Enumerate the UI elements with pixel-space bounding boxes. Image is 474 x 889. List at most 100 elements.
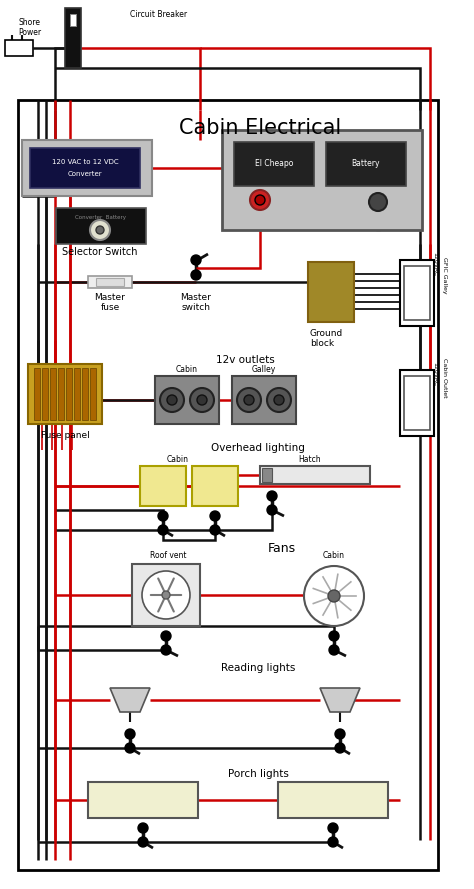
Text: Porch lights: Porch lights [228, 769, 289, 779]
Circle shape [329, 631, 339, 641]
Bar [42, 368, 48, 420]
Circle shape [255, 195, 265, 205]
Text: 120VAC: 120VAC [432, 252, 438, 276]
Bar [232, 376, 296, 424]
Bar [88, 782, 198, 818]
Circle shape [190, 388, 214, 412]
Text: 120 VAC to 12 VDC: 120 VAC to 12 VDC [52, 159, 118, 165]
Circle shape [125, 729, 135, 739]
Text: Ground: Ground [310, 330, 343, 339]
Text: Fans: Fans [268, 541, 296, 555]
Text: switch: switch [182, 303, 210, 313]
Text: Converter: Converter [68, 171, 102, 177]
Text: Circuit Breaker: Circuit Breaker [130, 10, 187, 19]
Text: fuse: fuse [100, 303, 119, 313]
Circle shape [142, 571, 190, 619]
Text: 120VAC: 120VAC [432, 362, 438, 386]
Circle shape [237, 388, 261, 412]
Bar [65, 8, 81, 68]
Circle shape [267, 505, 277, 515]
Bar [260, 466, 370, 484]
Bar [74, 368, 80, 420]
Bar [262, 468, 272, 482]
Circle shape [138, 823, 148, 833]
Bar [222, 130, 422, 230]
Bar [22, 140, 152, 196]
Bar [70, 14, 76, 26]
Circle shape [335, 743, 345, 753]
Bar [34, 368, 40, 420]
Bar [82, 368, 88, 420]
Bar [155, 376, 219, 424]
Bar [400, 370, 434, 436]
Circle shape [369, 193, 387, 211]
Circle shape [210, 511, 220, 521]
Text: Fuse panel: Fuse panel [41, 431, 90, 441]
Circle shape [328, 823, 338, 833]
Circle shape [125, 743, 135, 753]
Bar [50, 368, 56, 420]
Bar [234, 142, 314, 186]
Circle shape [158, 511, 168, 521]
Text: GFIC Galley: GFIC Galley [443, 257, 447, 293]
Bar [66, 368, 72, 420]
Bar [132, 564, 200, 626]
Circle shape [210, 525, 220, 535]
Bar [58, 368, 64, 420]
Text: Cabin: Cabin [323, 551, 345, 560]
Circle shape [160, 388, 184, 412]
Bar [96, 278, 124, 286]
Circle shape [161, 645, 171, 655]
Polygon shape [320, 688, 360, 712]
Circle shape [267, 491, 277, 501]
Circle shape [328, 590, 340, 602]
Text: Master: Master [94, 293, 126, 302]
Circle shape [96, 226, 104, 234]
Circle shape [244, 395, 254, 405]
Bar [88, 276, 132, 288]
Circle shape [90, 220, 110, 240]
Bar [404, 266, 430, 320]
Text: Shore
Power: Shore Power [18, 18, 41, 37]
Text: Overhead lighting: Overhead lighting [211, 443, 305, 453]
Bar [404, 376, 430, 430]
Text: Battery: Battery [352, 159, 380, 169]
Circle shape [267, 388, 291, 412]
Circle shape [158, 525, 168, 535]
Circle shape [162, 591, 170, 599]
Text: Cabin: Cabin [167, 455, 189, 464]
Text: Selector Switch: Selector Switch [62, 247, 138, 257]
Text: El Cheapo: El Cheapo [255, 159, 293, 169]
Circle shape [197, 395, 207, 405]
Bar [308, 262, 354, 322]
Bar [326, 142, 406, 186]
Text: Converter  Battery: Converter Battery [74, 215, 126, 220]
Bar [28, 364, 102, 424]
Circle shape [191, 270, 201, 280]
Text: Cabin Electrical: Cabin Electrical [179, 118, 341, 138]
Bar [400, 260, 434, 326]
Circle shape [335, 729, 345, 739]
Text: Hatch: Hatch [299, 455, 321, 464]
Bar [192, 466, 238, 506]
Text: Galley: Galley [252, 365, 276, 374]
Text: Cabin Outlet: Cabin Outlet [443, 358, 447, 397]
Bar [30, 148, 140, 188]
Circle shape [167, 395, 177, 405]
Bar [5, 40, 33, 56]
Text: Reading lights: Reading lights [221, 663, 295, 673]
Circle shape [329, 645, 339, 655]
Circle shape [191, 255, 201, 265]
Bar [18, 100, 438, 870]
Text: 12v outlets: 12v outlets [216, 355, 274, 365]
Bar [56, 208, 146, 244]
Circle shape [304, 566, 364, 626]
Circle shape [250, 190, 270, 210]
Bar [140, 466, 186, 506]
Text: Cabin: Cabin [176, 365, 198, 374]
Circle shape [138, 837, 148, 847]
Circle shape [274, 395, 284, 405]
Text: Roof vent: Roof vent [150, 551, 186, 560]
Polygon shape [110, 688, 150, 712]
Bar [90, 368, 96, 420]
